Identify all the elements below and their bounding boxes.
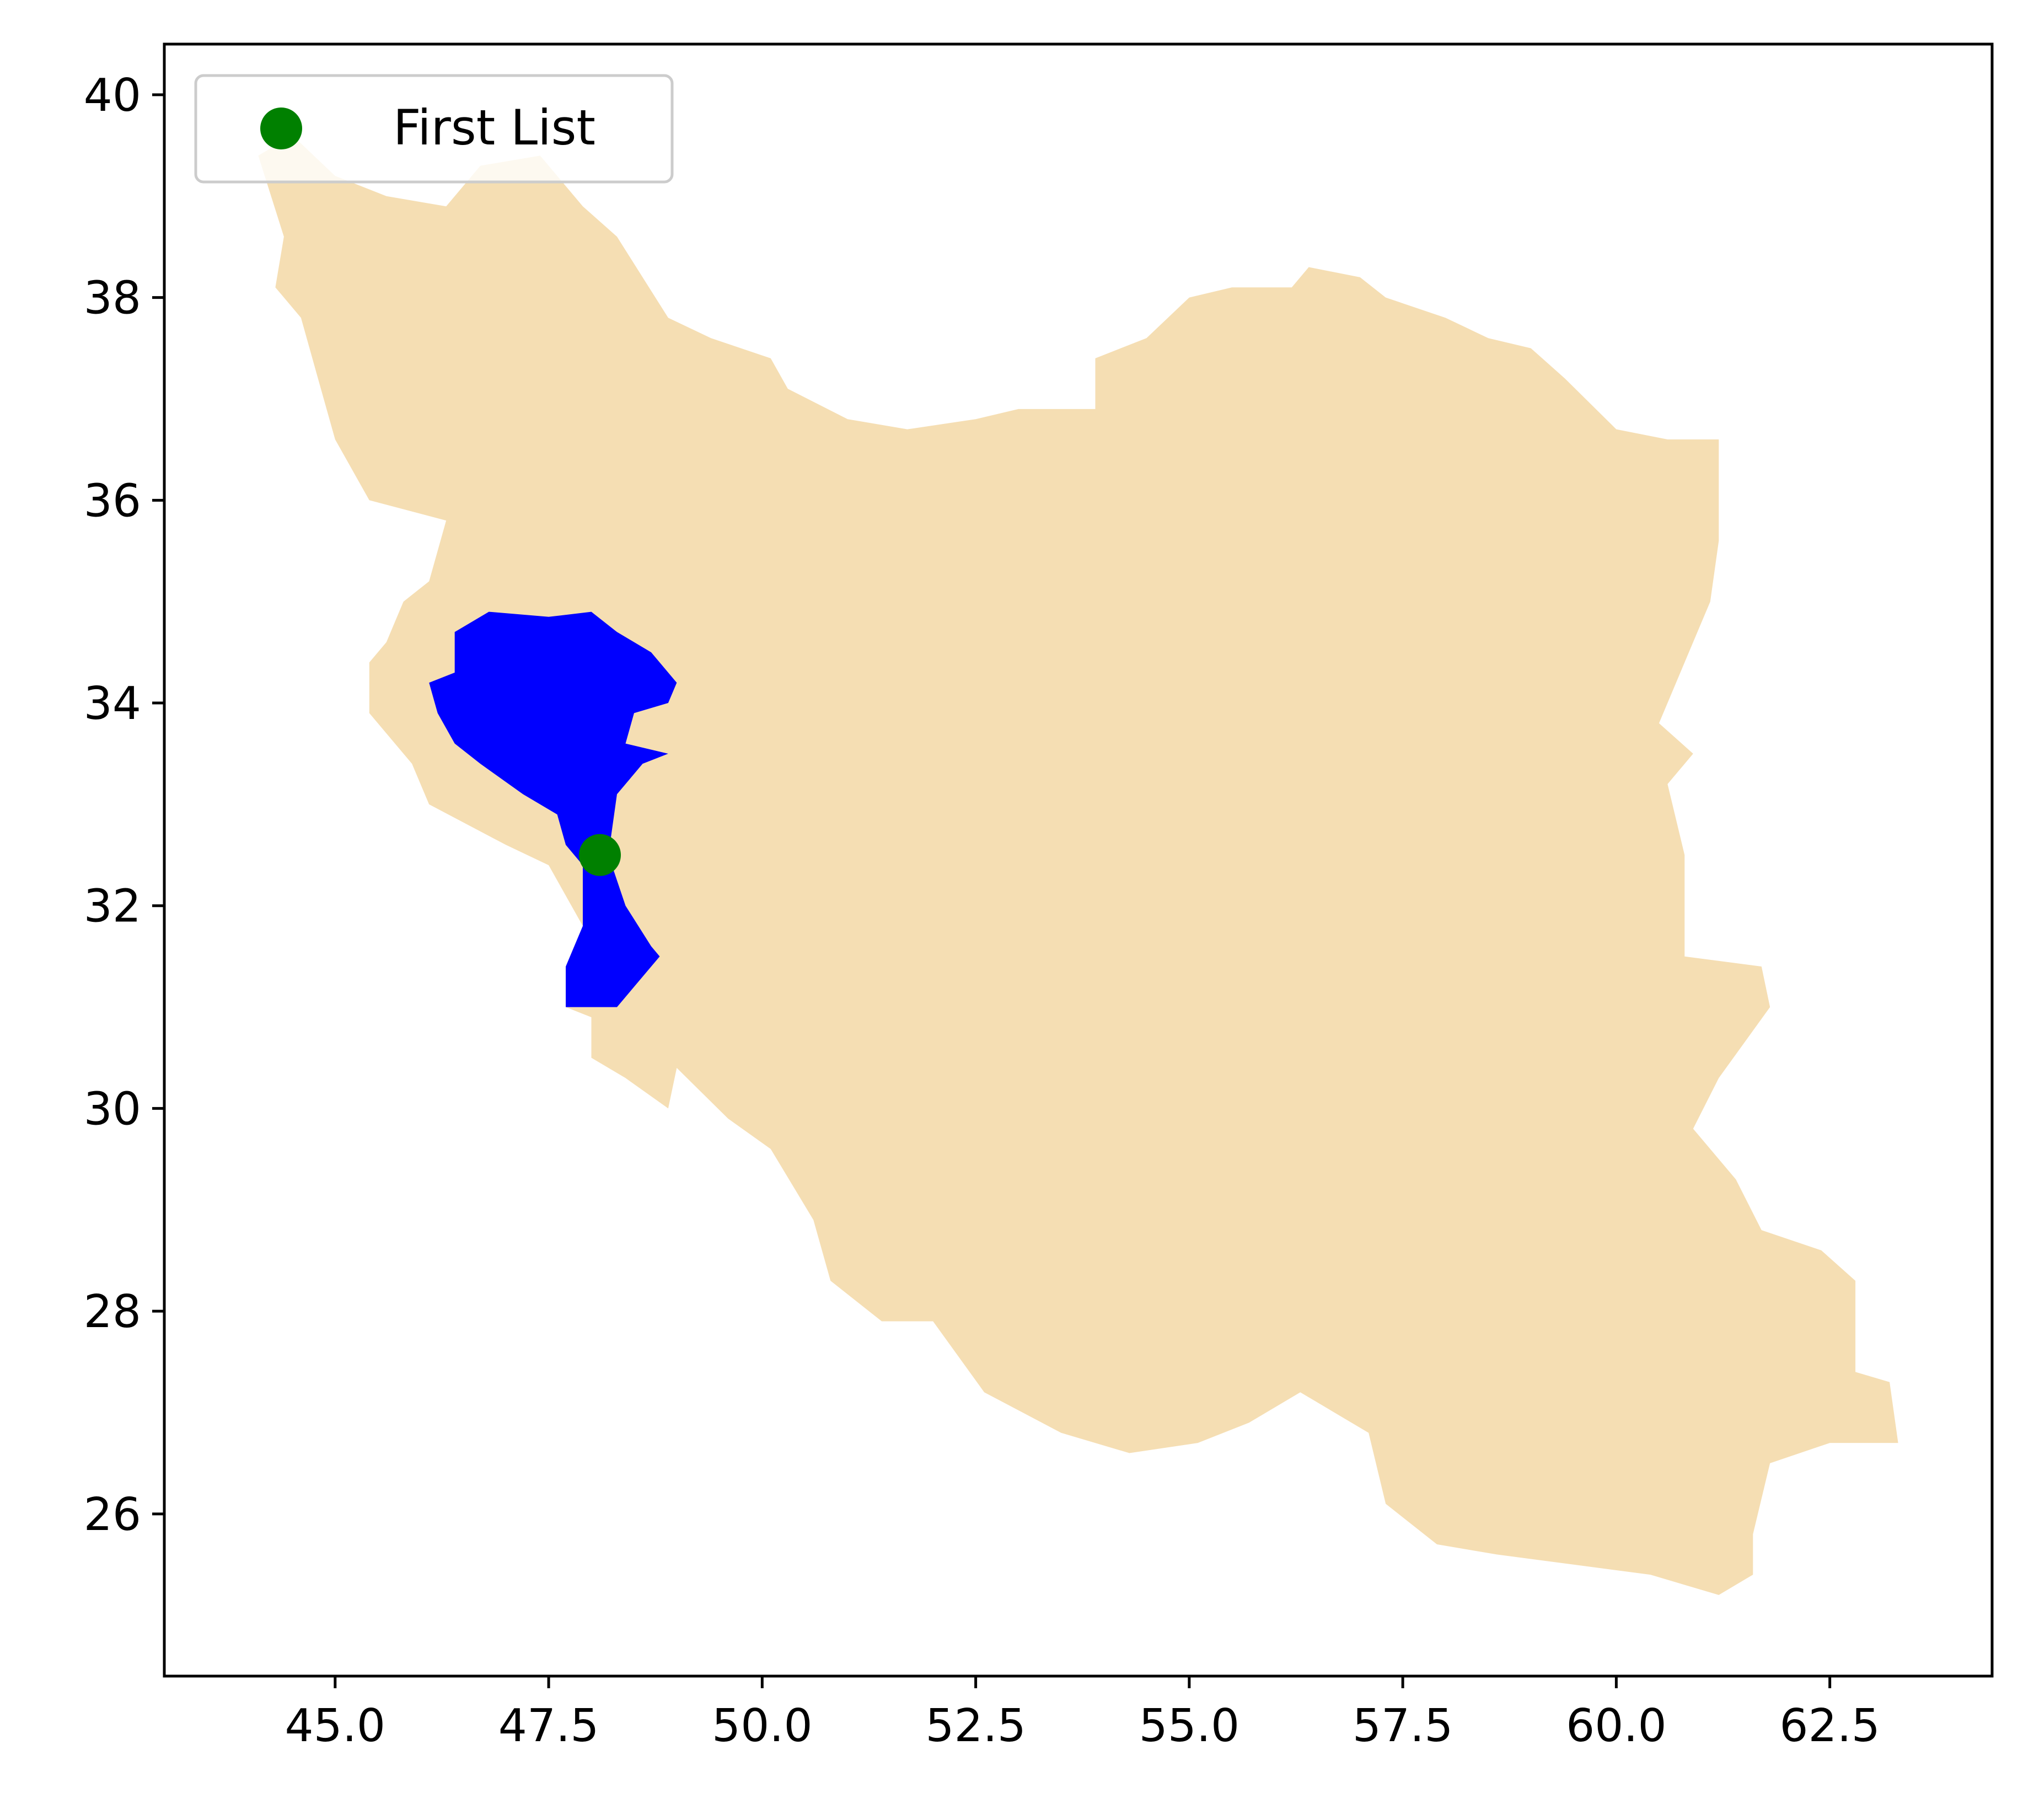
- x-tick-label: 45.0: [285, 1700, 386, 1752]
- x-tick-label: 50.0: [712, 1700, 813, 1752]
- x-tick-label: 60.0: [1566, 1700, 1667, 1752]
- axes-frame: [163, 42, 1994, 1678]
- scatter-point-0: [579, 834, 621, 876]
- legend-label-first-list: First List: [393, 99, 595, 156]
- y-tick-label: 30: [84, 1083, 141, 1135]
- y-tick-label: 40: [84, 69, 141, 122]
- y-tick-label: 28: [84, 1286, 141, 1338]
- scatter-points: [579, 834, 621, 876]
- x-tick-label: 57.5: [1353, 1700, 1453, 1752]
- legend-box: [194, 74, 674, 184]
- legend-marker-first-list: [260, 108, 302, 149]
- y-tick-label: 26: [84, 1489, 141, 1541]
- y-axis: 26 28 30 32 34 36 38 40: [84, 69, 164, 1541]
- y-tick-label: 36: [84, 475, 141, 527]
- x-tick-label: 52.5: [925, 1700, 1026, 1752]
- highlighted-region: [429, 611, 677, 1007]
- legend: First List: [194, 74, 674, 184]
- x-tick-label: 47.5: [498, 1700, 599, 1752]
- y-tick-label: 38: [84, 272, 141, 325]
- x-axis: 45.0 47.5 50.0 52.5 55.0 57.5 60.0 62.5: [285, 1676, 1880, 1752]
- x-tick-label: 62.5: [1779, 1700, 1880, 1752]
- y-tick-label: 34: [84, 678, 141, 730]
- y-tick-label: 32: [84, 881, 141, 933]
- country-shape: [258, 135, 1898, 1595]
- plot-area: [258, 135, 1898, 1595]
- x-tick-label: 55.0: [1139, 1700, 1240, 1752]
